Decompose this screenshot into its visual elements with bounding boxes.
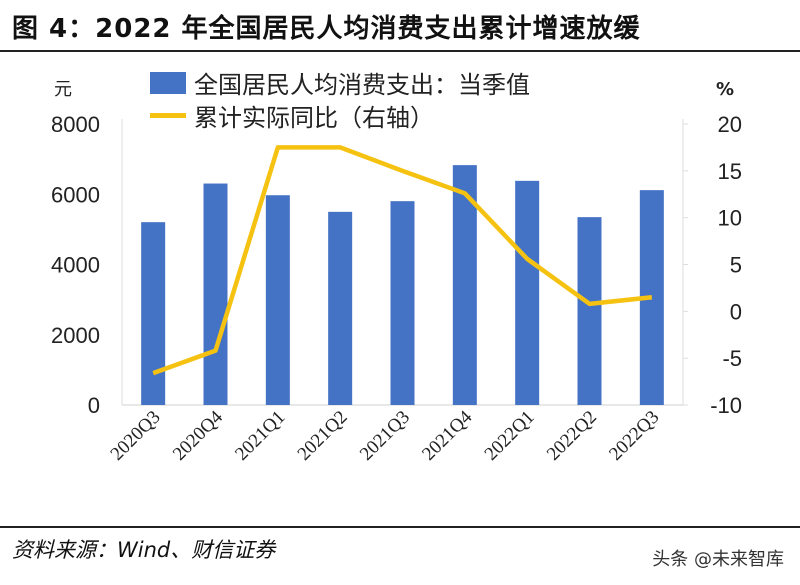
x-tick-label: 2021Q4 [418, 406, 476, 464]
left-tick-label: 4000 [51, 253, 100, 278]
bar-2021Q4 [452, 165, 477, 405]
left-axis-label: 元 [54, 79, 72, 100]
top-divider [0, 50, 800, 52]
x-tick-label: 2020Q3 [107, 407, 165, 465]
right-tick-label: 20 [718, 112, 742, 137]
bar-2021Q1 [265, 195, 290, 405]
left-tick-label: 8000 [51, 112, 100, 137]
x-tick-label: 2020Q4 [169, 406, 227, 464]
x-tick-label: 2022Q3 [605, 407, 663, 465]
bar-2021Q2 [328, 211, 353, 405]
right-tick-label: 15 [718, 159, 742, 184]
legend-line-swatch [150, 113, 186, 118]
right-tick-label: -10 [710, 393, 742, 418]
right-tick-label: -5 [722, 346, 742, 371]
legend-bar-label: 全国居民人均消费支出：当季值 [194, 71, 530, 99]
left-tick-label: 6000 [51, 182, 100, 207]
bar-2022Q1 [515, 180, 540, 405]
legend-line-label: 累计实际同比（右轴） [194, 104, 434, 132]
x-tick-label: 2021Q2 [294, 407, 352, 465]
x-tick-label: 2021Q3 [356, 407, 414, 465]
x-tick-label: 2022Q1 [481, 407, 539, 465]
right-tick-label: 5 [730, 253, 742, 278]
left-tick-label: 2000 [51, 323, 100, 348]
bottom-divider [0, 526, 800, 528]
left-tick-label: 0 [88, 393, 100, 418]
bar-2020Q4 [203, 183, 228, 405]
source-note: 资料来源：Wind、财信证券 [12, 538, 276, 562]
legend-bar-swatch [150, 72, 186, 94]
bar-2022Q2 [577, 217, 602, 405]
right-tick-label: 0 [730, 299, 742, 324]
x-tick-label: 2022Q2 [543, 407, 601, 465]
right-axis-label: % [716, 79, 734, 100]
bar-2021Q3 [390, 201, 415, 405]
watermark: 头条 @未来智库 [652, 549, 784, 570]
right-tick-label: 10 [718, 206, 742, 231]
bar-2020Q3 [141, 222, 166, 405]
figure-title: 图 4：2022 年全国居民人均消费支出累计增速放缓 [12, 14, 641, 44]
x-tick-label: 2021Q1 [231, 407, 289, 465]
